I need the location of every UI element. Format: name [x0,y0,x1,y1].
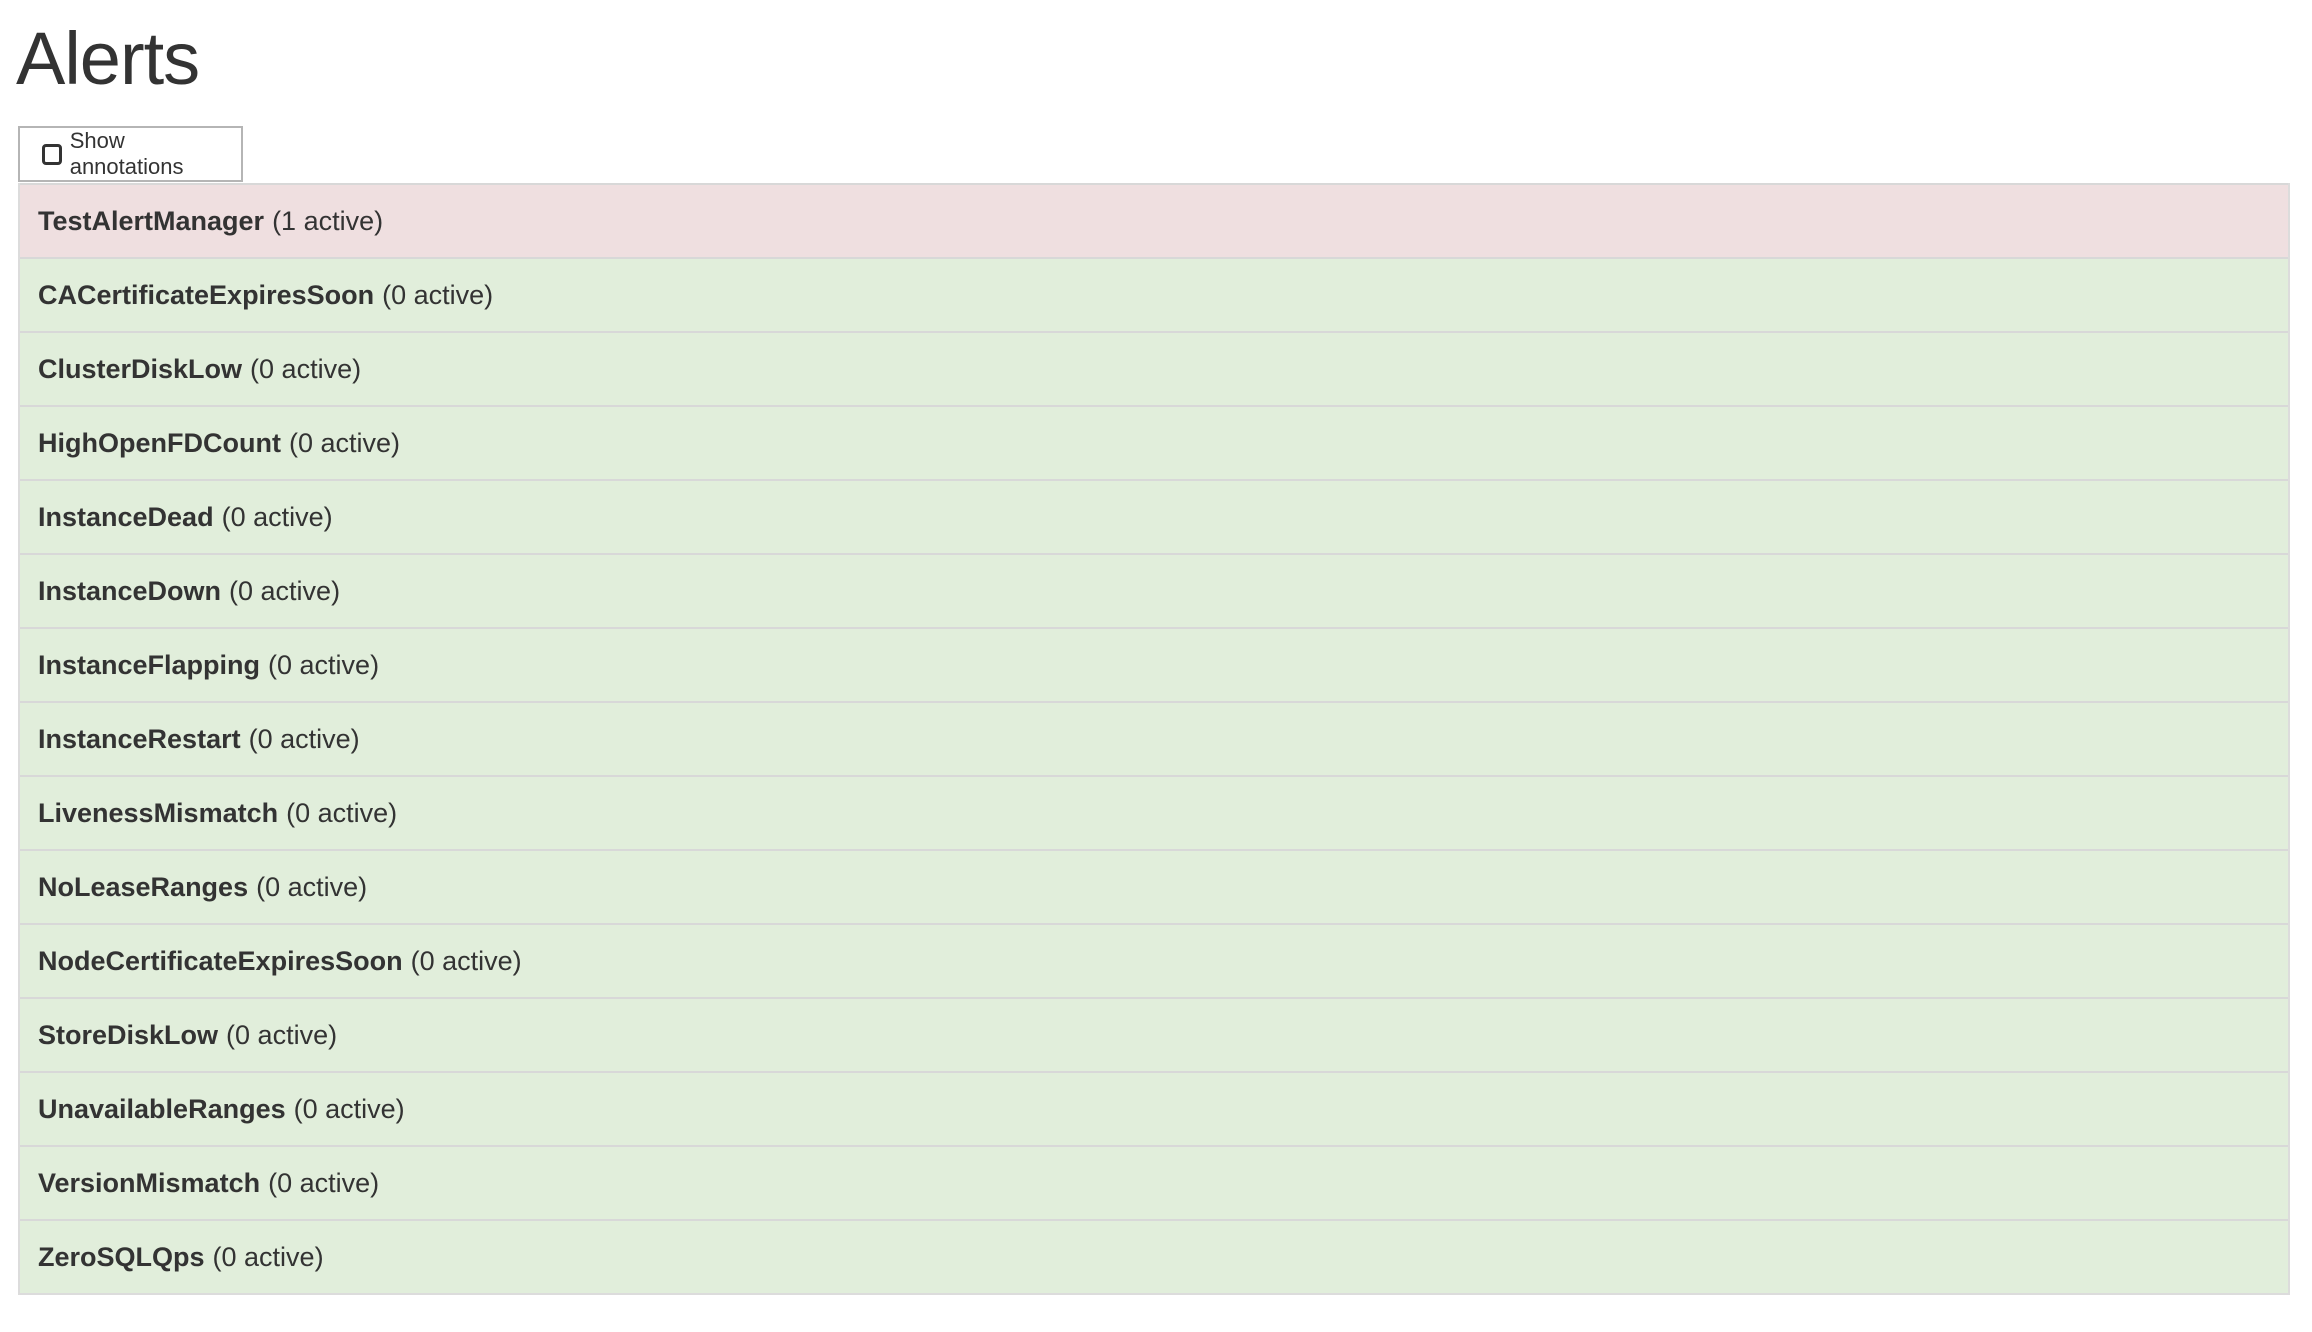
alert-row[interactable]: ZeroSQLQps (0 active) [20,1219,2288,1293]
alert-row[interactable]: VersionMismatch (0 active) [20,1145,2288,1219]
page-title: Alerts [16,17,200,100]
alert-name: NodeCertificateExpiresSoon [38,945,403,976]
alert-row[interactable]: LivenessMismatch (0 active) [20,775,2288,849]
show-annotations-label: Show annotations [69,128,184,179]
alert-row[interactable]: ClusterDiskLow (0 active) [20,331,2288,405]
alert-active-count: (0 active) [286,797,398,828]
checkbox-icon[interactable] [42,143,62,165]
alert-name: LivenessMismatch [38,797,279,828]
alert-row[interactable]: NodeCertificateExpiresSoon (0 active) [20,923,2288,997]
alert-active-count: (1 active) [272,205,384,236]
alert-active-count: (0 active) [293,1093,405,1124]
alert-name: TestAlertManager [38,205,265,236]
alert-row[interactable]: UnavailableRanges (0 active) [20,1071,2288,1145]
alert-row[interactable]: InstanceDown (0 active) [20,553,2288,627]
alert-active-count: (0 active) [212,1241,324,1272]
alert-row[interactable]: NoLeaseRanges (0 active) [20,849,2288,923]
alert-name: InstanceDead [38,501,214,532]
alert-name: StoreDiskLow [38,1019,219,1050]
alert-active-count: (0 active) [226,1019,338,1050]
show-annotations-button[interactable]: Show annotations [18,126,243,182]
alert-row[interactable]: StoreDiskLow (0 active) [20,997,2288,1071]
alert-row[interactable]: InstanceDead (0 active) [20,479,2288,553]
alert-name: VersionMismatch [38,1167,261,1198]
alert-active-count: (0 active) [288,427,400,458]
alert-active-count: (0 active) [229,575,341,606]
alert-active-count: (0 active) [250,353,362,384]
alert-row[interactable]: TestAlertManager (1 active) [20,183,2288,257]
alert-name: ClusterDiskLow [38,353,243,384]
alert-row[interactable]: CACertificateExpiresSoon (0 active) [20,257,2288,331]
alert-list: TestAlertManager (1 active) CACertificateE… [18,183,2290,1295]
alert-active-count: (0 active) [256,871,368,902]
alert-active-count: (0 active) [268,649,380,680]
alert-name: InstanceRestart [38,723,241,754]
alert-row[interactable]: HighOpenFDCount (0 active) [20,405,2288,479]
alert-active-count: (0 active) [410,945,522,976]
alert-name: ZeroSQLQps [38,1241,205,1272]
alert-row[interactable]: InstanceFlapping (0 active) [20,627,2288,701]
alert-active-count: (0 active) [382,279,494,310]
alert-active-count: (0 active) [268,1167,380,1198]
alert-name: UnavailableRanges [38,1093,286,1124]
alert-active-count: (0 active) [221,501,333,532]
alert-active-count: (0 active) [248,723,360,754]
alert-name: HighOpenFDCount [38,427,281,458]
alert-row[interactable]: InstanceRestart (0 active) [20,701,2288,775]
alert-name: NoLeaseRanges [38,871,249,902]
alert-name: InstanceDown [38,575,222,606]
alert-name: InstanceFlapping [38,649,261,680]
alert-name: CACertificateExpiresSoon [38,279,375,310]
